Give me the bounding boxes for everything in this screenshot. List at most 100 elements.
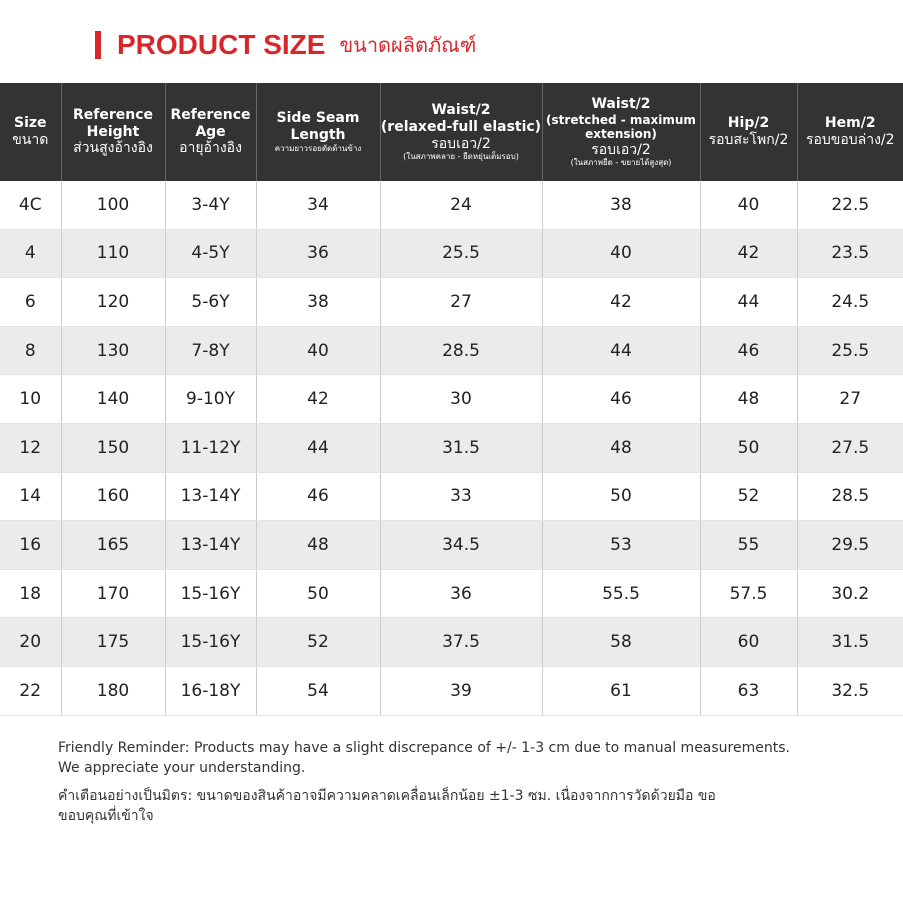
- table-cell: 175: [61, 617, 166, 667]
- header-cell: Reference Age อายุอ้างอิง: [165, 83, 257, 181]
- header-line: ส่วนสูงอ้างอิง: [73, 140, 153, 157]
- table-row: 22 180 16-18Y 54 39 61 63 32.5: [0, 666, 903, 716]
- table-cell: 52: [256, 617, 381, 667]
- table-cell: 33: [380, 472, 543, 522]
- header-line: Side Seam: [276, 110, 360, 127]
- header-line: (ในสภาพยืด - ขยายได้สูงสุด): [570, 158, 672, 168]
- header-line: Waist/2: [591, 96, 651, 113]
- table-cell: 6: [0, 277, 62, 327]
- header-line: Reference: [72, 106, 154, 123]
- header-line: ขนาด: [12, 132, 49, 148]
- table-cell: 140: [61, 374, 166, 424]
- table-row: 4 110 4-5Y 36 25.5 40 42 23.5: [0, 229, 903, 279]
- table-cell: 28.5: [380, 326, 543, 376]
- table-cell: 24.5: [797, 277, 903, 327]
- table-cell: 34: [256, 181, 381, 230]
- header-line: รอบขอบล่าง/2: [805, 132, 895, 148]
- table-body: 4C 100 3-4Y 34 24 38 40 22.5 4 110 4-5Y 36 25.5 40 42 2…: [0, 181, 903, 716]
- header-line: Height: [86, 123, 140, 140]
- table-cell: 40: [256, 326, 381, 376]
- table-cell: 46: [256, 472, 381, 522]
- header-line: ความยาวรอยตัดด้านข้าง: [274, 144, 362, 153]
- table-cell: 100: [61, 181, 166, 230]
- table-cell: 52: [700, 472, 798, 522]
- table-cell: 54: [256, 666, 381, 716]
- table-cell: 48: [256, 520, 381, 570]
- table-cell: 9-10Y: [165, 374, 257, 424]
- header-line: Reference: [170, 106, 251, 123]
- table-cell: 4C: [0, 181, 62, 230]
- header-cell: Reference Height ส่วนสูงอ้างอิง: [61, 83, 166, 181]
- table-row: 4C 100 3-4Y 34 24 38 40 22.5: [0, 181, 903, 230]
- table-cell: 15-16Y: [165, 569, 257, 619]
- table-cell: 160: [61, 472, 166, 522]
- note-line: Friendly Reminder: Products may have a s…: [58, 740, 790, 756]
- table-row: 12 150 11-12Y 44 31.5 48 50 27.5: [0, 423, 903, 473]
- table-cell: 3-4Y: [165, 181, 257, 230]
- table-cell: 46: [700, 326, 798, 376]
- table-cell: 180: [61, 666, 166, 716]
- table-cell: 18: [0, 569, 62, 619]
- note-paragraph: คำเตือนอย่างเป็นมิตร: ขนาดของสินค้าอาจมี…: [58, 786, 888, 826]
- notes: Friendly Reminder: Products may have a s…: [58, 738, 888, 834]
- header-line: (ในสภาพคลาย - ยืดหยุ่นเต็มรอบ): [403, 152, 519, 162]
- header-cell: Waist/2 (stretched - maximum extension) รอบ…: [542, 83, 701, 181]
- note-line: ขอบคุณที่เข้าใจ: [58, 808, 154, 824]
- table-cell: 14: [0, 472, 62, 522]
- table-cell: 30.2: [797, 569, 903, 619]
- table-cell: 63: [700, 666, 798, 716]
- table-cell: 42: [256, 374, 381, 424]
- table-cell: 53: [542, 520, 701, 570]
- table-cell: 130: [61, 326, 166, 376]
- table-cell: 7-8Y: [165, 326, 257, 376]
- table-row: 20 175 15-16Y 52 37.5 58 60 31.5: [0, 617, 903, 667]
- table-cell: 12: [0, 423, 62, 473]
- table-cell: 36: [256, 229, 381, 279]
- note-line: We appreciate your understanding.: [58, 760, 306, 776]
- table-cell: 60: [700, 617, 798, 667]
- header-line: Length: [290, 127, 346, 144]
- table-cell: 36: [380, 569, 543, 619]
- table-cell: 150: [61, 423, 166, 473]
- table-cell: 170: [61, 569, 166, 619]
- table-cell: 44: [256, 423, 381, 473]
- table-cell: 44: [700, 277, 798, 327]
- header-line: รอบเอว/2: [431, 135, 491, 152]
- table-cell: 13-14Y: [165, 520, 257, 570]
- table-cell: 48: [700, 374, 798, 424]
- table-cell: 20: [0, 617, 62, 667]
- table-cell: 50: [700, 423, 798, 473]
- table-cell: 8: [0, 326, 62, 376]
- header-cell: Side Seam Length ความยาวรอยตัดด้านข้าง: [256, 83, 381, 181]
- header-line: รอบเอว/2: [591, 141, 651, 158]
- table-cell: 37.5: [380, 617, 543, 667]
- table-cell: 110: [61, 229, 166, 279]
- table-cell: 57.5: [700, 569, 798, 619]
- title-bar: [95, 31, 101, 59]
- header-line: Size: [13, 115, 47, 132]
- table-cell: 42: [700, 229, 798, 279]
- note-paragraph: Friendly Reminder: Products may have a s…: [58, 738, 888, 778]
- table-cell: 22: [0, 666, 62, 716]
- table-cell: 40: [542, 229, 701, 279]
- table-cell: 38: [256, 277, 381, 327]
- header-line: Hem/2: [824, 115, 876, 132]
- header-cell: Size ขนาด: [0, 83, 62, 181]
- table-cell: 16-18Y: [165, 666, 257, 716]
- note-line: คำเตือนอย่างเป็นมิตร: ขนาดของสินค้าอาจมี…: [58, 788, 716, 804]
- table-cell: 34.5: [380, 520, 543, 570]
- table-cell: 61: [542, 666, 701, 716]
- table-cell: 13-14Y: [165, 472, 257, 522]
- header-cell: Hem/2 รอบขอบล่าง/2: [797, 83, 903, 181]
- table-cell: 165: [61, 520, 166, 570]
- table-cell: 10: [0, 374, 62, 424]
- table-cell: 15-16Y: [165, 617, 257, 667]
- table-cell: 120: [61, 277, 166, 327]
- header-line: (stretched - maximum: [546, 112, 696, 127]
- table-cell: 4: [0, 229, 62, 279]
- header-line: Age: [195, 123, 226, 140]
- table-row: 10 140 9-10Y 42 30 46 48 27: [0, 374, 903, 424]
- table-cell: 22.5: [797, 181, 903, 230]
- subtitle: ขนาดผลิตภัณฑ์: [339, 33, 477, 57]
